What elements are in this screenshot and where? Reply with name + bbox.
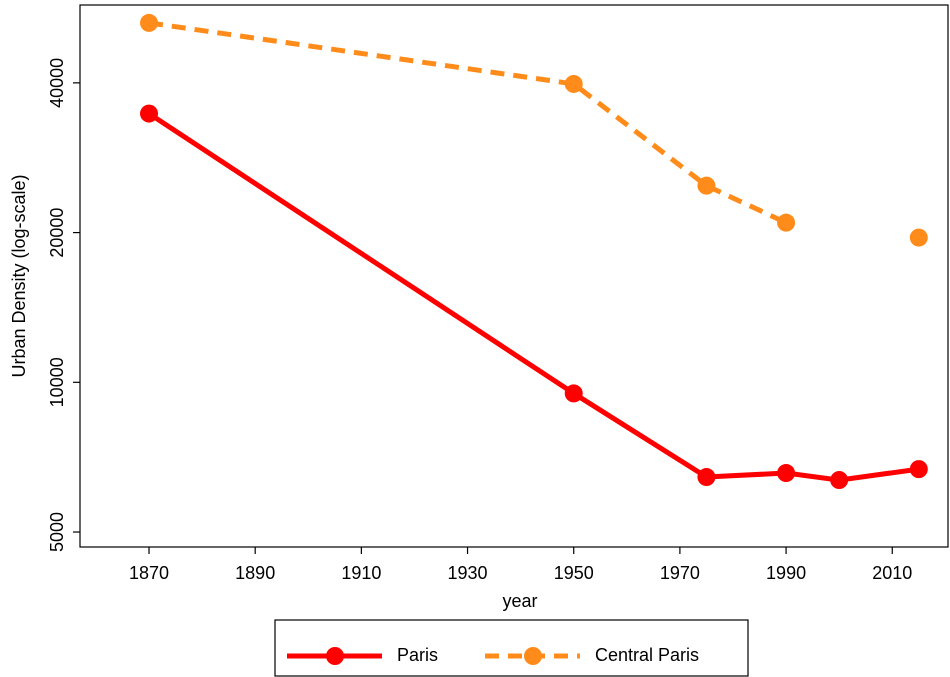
x-tick-label: 1930 xyxy=(448,563,488,583)
marker xyxy=(909,460,928,479)
marker xyxy=(830,471,849,490)
plot-frame xyxy=(79,4,949,548)
y-tick-label: 10000 xyxy=(47,357,67,407)
marker xyxy=(697,176,716,195)
x-tick-label: 1910 xyxy=(341,563,381,583)
marker xyxy=(140,104,159,123)
y-tick-label: 20000 xyxy=(47,208,67,258)
marker xyxy=(564,74,583,93)
y-tick-label: 5000 xyxy=(47,512,67,552)
legend-box xyxy=(274,619,749,677)
legend-marker xyxy=(524,647,542,665)
marker xyxy=(777,213,796,232)
x-tick-label: 1870 xyxy=(129,563,169,583)
y-tick-label: 40000 xyxy=(47,58,67,108)
x-tick-label: 1890 xyxy=(235,563,275,583)
line xyxy=(147,111,920,483)
x-tick-label: 2010 xyxy=(872,563,912,583)
legend-marker xyxy=(326,647,344,665)
x-tick-label: 1970 xyxy=(660,563,700,583)
marker xyxy=(140,13,159,32)
marker xyxy=(564,384,583,403)
y-axis-label: Urban Density (log-scale) xyxy=(9,174,29,377)
x-tick-label: 1950 xyxy=(554,563,594,583)
legend-label: Paris xyxy=(397,645,438,665)
marker xyxy=(697,468,716,487)
marker xyxy=(909,228,928,247)
x-axis-label: year xyxy=(502,591,537,611)
x-tick-label: 1990 xyxy=(766,563,806,583)
legend-label: Central Paris xyxy=(595,645,699,665)
marker xyxy=(777,464,796,483)
